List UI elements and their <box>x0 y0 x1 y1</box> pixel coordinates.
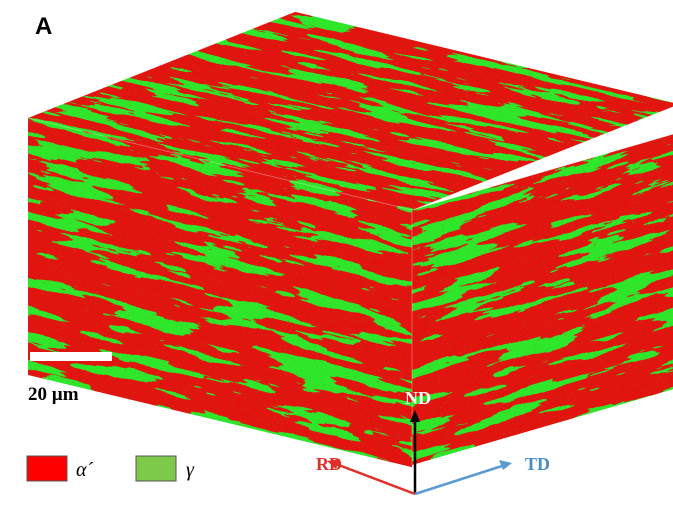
legend-label: α´ <box>76 459 93 481</box>
scale-bar <box>30 352 112 361</box>
nd-label: ND <box>405 388 431 408</box>
figure: A 20 µm α´ γ ND RD TD <box>0 0 673 525</box>
rd-arrow <box>336 464 415 494</box>
arrowhead <box>499 460 512 470</box>
sample-block <box>28 12 673 467</box>
legend-swatch <box>27 456 67 481</box>
rd-label: RD <box>316 454 342 474</box>
panel-label: A <box>35 13 52 40</box>
td-label: TD <box>525 454 550 474</box>
legend-label: γ <box>186 459 195 481</box>
td-arrow <box>415 466 502 494</box>
scale-bar-label: 20 µm <box>28 384 79 405</box>
legend-swatch <box>136 456 176 481</box>
